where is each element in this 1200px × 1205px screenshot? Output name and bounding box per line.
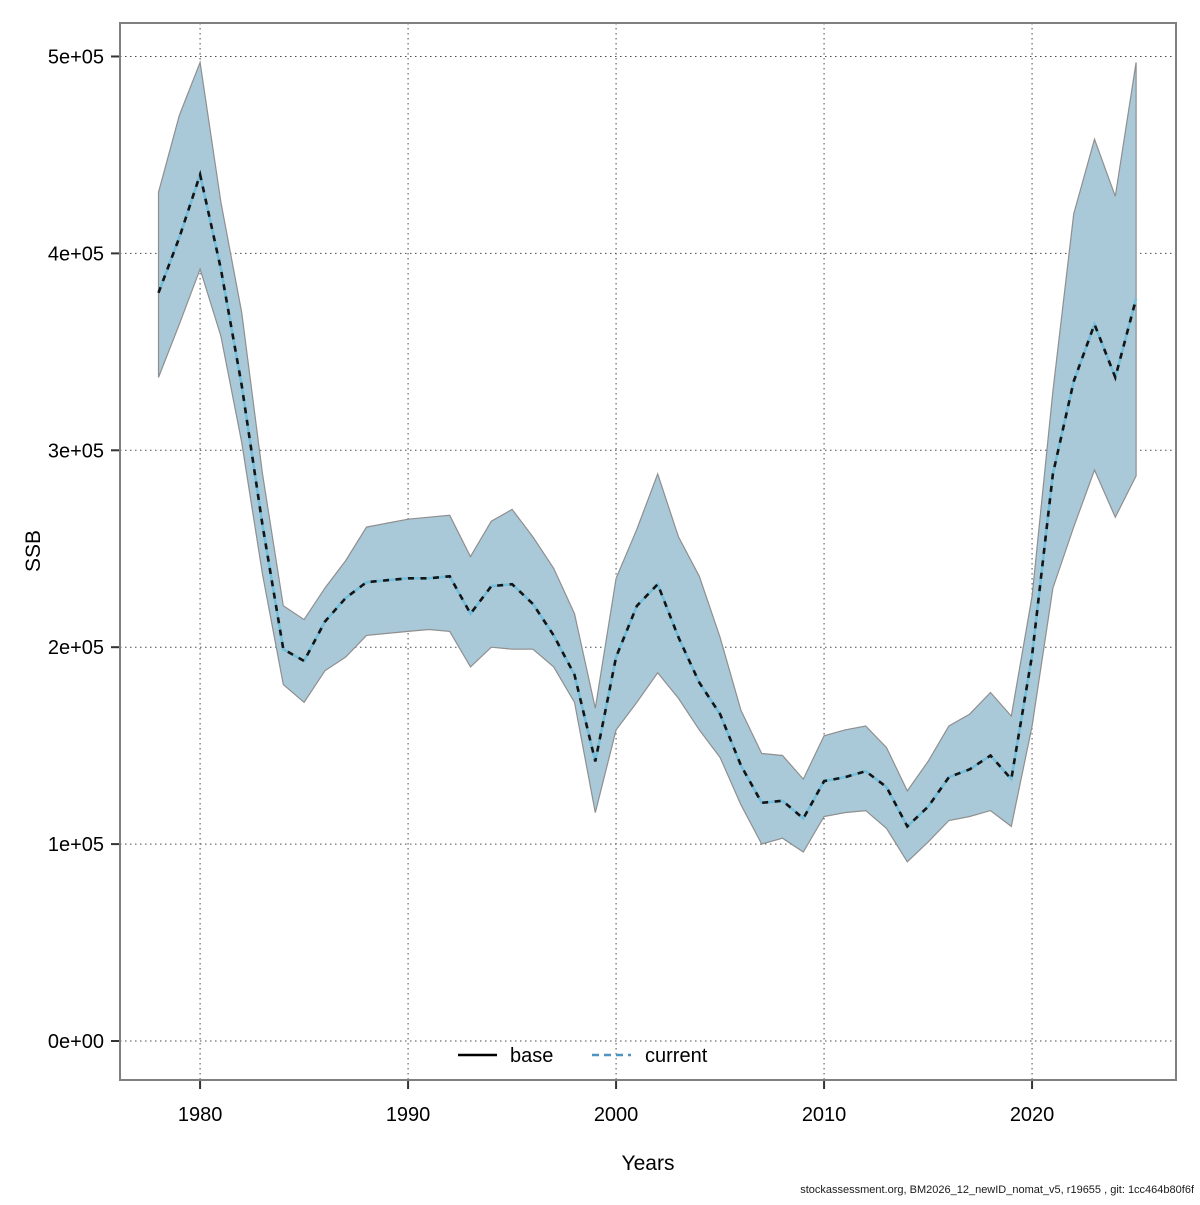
x-tick-label: 2000 [594, 1104, 639, 1126]
legend: base current [458, 1045, 708, 1067]
confidence-band [157, 60, 1137, 863]
y-axis-tick-labels: 0e+00 1e+05 2e+05 3e+05 4e+05 5e+05 [48, 46, 104, 1053]
y-tick-label: 1e+05 [48, 834, 104, 856]
y-axis-title: SSB [22, 530, 45, 572]
footer-citation: stockassessment.org, BM2026_12_newID_nom… [800, 1184, 1195, 1196]
plot-frame [119, 22, 1177, 1081]
legend-base-label: base [510, 1045, 553, 1067]
x-axis-ticks [199, 1080, 1034, 1089]
x-axis-tick-labels: 1980 1990 2000 2010 2020 [178, 1104, 1054, 1126]
y-tick-label: 5e+05 [48, 46, 104, 68]
legend-current-label: current [645, 1045, 708, 1067]
x-tick-label: 1990 [386, 1104, 431, 1126]
x-tick-label: 2010 [802, 1104, 847, 1126]
y-tick-label: 0e+00 [48, 1031, 104, 1053]
current-line [157, 169, 1138, 829]
y-tick-label: 3e+05 [48, 440, 104, 462]
y-tick-label: 2e+05 [48, 637, 104, 659]
y-axis-ticks [111, 55, 120, 1043]
x-axis-title: Years [622, 1152, 675, 1175]
x-tick-label: 1980 [178, 1104, 223, 1126]
x-tick-label: 2020 [1010, 1104, 1055, 1126]
y-tick-label: 4e+05 [48, 243, 104, 265]
